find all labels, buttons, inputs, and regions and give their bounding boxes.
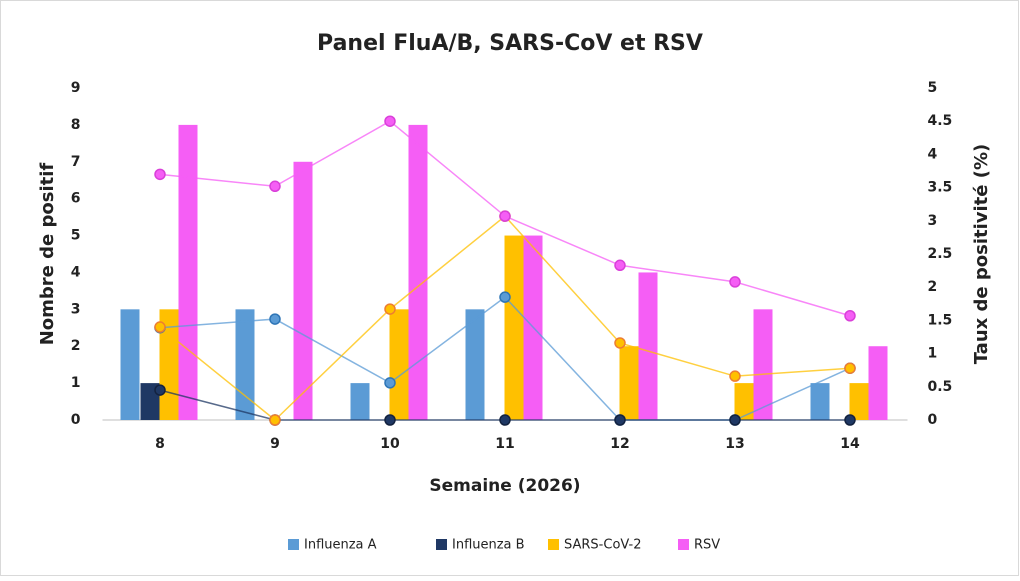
rate-marker <box>154 321 166 333</box>
bar <box>120 309 140 420</box>
rate-marker <box>154 384 166 396</box>
rate-marker <box>384 414 396 426</box>
y2-tick-label: 2.5 <box>928 246 953 262</box>
bar <box>178 124 198 420</box>
y2-tick-label: 4.5 <box>928 113 953 129</box>
legend-label: SARS-CoV-2 <box>564 538 642 553</box>
bar <box>810 383 830 420</box>
y-tick-label: 4 <box>71 264 81 280</box>
bar <box>465 309 485 420</box>
rate-marker <box>844 310 856 322</box>
bar <box>868 346 888 420</box>
legend-label: Influenza A <box>304 538 377 553</box>
y-tick-label: 3 <box>71 301 81 317</box>
x-tick-label: 9 <box>270 436 280 452</box>
rate-marker <box>729 276 741 288</box>
bar <box>638 272 658 420</box>
rate-marker <box>499 414 511 426</box>
chart-title: Panel FluA/B, SARS-CoV et RSV <box>317 31 703 56</box>
rate-marker <box>499 291 511 303</box>
rate-marker <box>614 259 626 272</box>
y2-tick-label: 2 <box>928 279 938 295</box>
y-tick-label: 7 <box>71 154 81 170</box>
x-tick-label: 14 <box>840 436 860 452</box>
y-tick-label: 6 <box>71 191 81 207</box>
y-tick-label: 1 <box>71 375 81 391</box>
y-tick-label: 5 <box>71 228 81 244</box>
bar <box>235 309 255 420</box>
legend-label: RSV <box>694 538 720 553</box>
x-axis-title: Semaine (2026) <box>429 476 580 496</box>
rate-marker <box>384 303 396 315</box>
x-tick-label: 11 <box>495 436 514 452</box>
bar <box>293 161 313 420</box>
y-tick-label: 8 <box>71 117 81 133</box>
bar <box>734 383 754 420</box>
rate-marker <box>384 115 396 127</box>
y2-tick-label: 4 <box>928 146 938 162</box>
rate-marker <box>614 414 626 426</box>
rate-marker <box>844 414 856 426</box>
y2-tick-label: 5 <box>928 80 938 96</box>
x-tick-label: 13 <box>725 436 744 452</box>
legend-label: Influenza B <box>452 538 525 553</box>
x-tick-label: 10 <box>380 436 400 452</box>
bar <box>350 383 370 420</box>
rate-marker <box>614 337 626 349</box>
bar <box>504 235 524 420</box>
rate-marker <box>269 180 281 193</box>
rate-marker <box>269 414 281 426</box>
rate-marker <box>269 313 281 325</box>
rate-marker <box>729 414 741 426</box>
rate-marker <box>154 168 166 181</box>
bar <box>753 309 773 420</box>
rate-marker <box>384 377 396 389</box>
legend-swatch <box>288 539 299 550</box>
y2-tick-label: 3.5 <box>928 180 953 196</box>
bar <box>619 346 639 420</box>
y-tick-label: 0 <box>71 412 81 428</box>
legend-swatch <box>678 539 689 550</box>
bar <box>389 309 409 420</box>
x-tick-label: 12 <box>610 436 629 452</box>
rate-marker <box>499 210 511 222</box>
y2-tick-label: 1 <box>928 346 938 362</box>
bar <box>849 383 869 420</box>
rate-marker <box>729 370 741 382</box>
y-axis-title: Nombre de positif <box>37 163 58 346</box>
y-tick-label: 9 <box>71 80 81 96</box>
y-tick-label: 2 <box>71 338 81 354</box>
legend-swatch <box>548 539 559 550</box>
legend-swatch <box>436 539 447 550</box>
rate-marker <box>844 362 856 374</box>
y2-tick-label: 3 <box>928 213 938 229</box>
y2-tick-label: 1.5 <box>928 312 953 328</box>
y2-tick-label: 0.5 <box>928 379 953 395</box>
x-tick-label: 8 <box>155 436 165 452</box>
y2-axis-title: Taux de positivité (%) <box>971 144 992 365</box>
y2-tick-label: 0 <box>928 412 938 428</box>
bar <box>408 124 428 420</box>
